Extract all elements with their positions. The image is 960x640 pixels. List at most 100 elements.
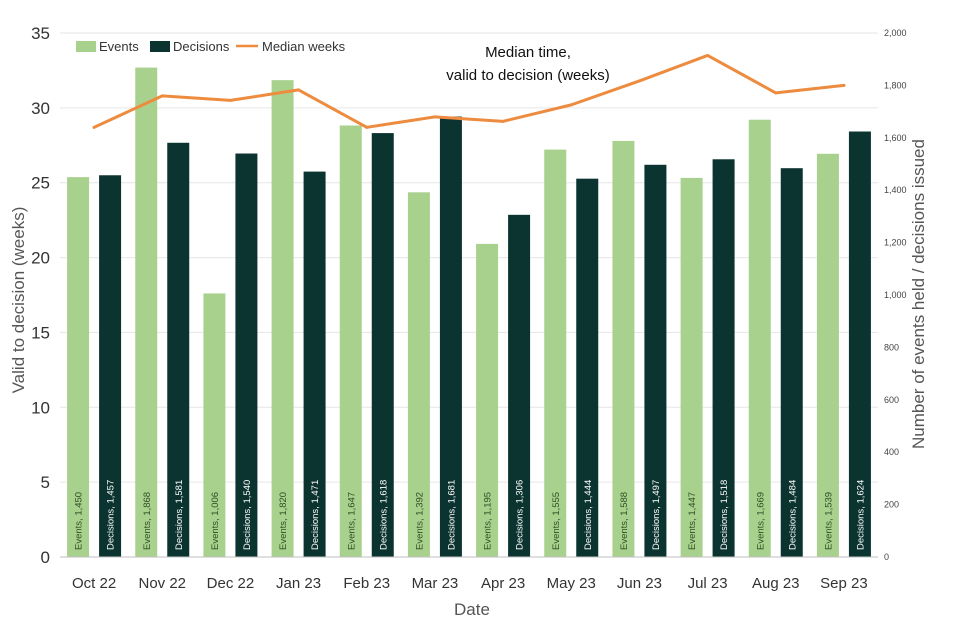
bar-decisions [99,175,122,558]
x-tick-label: May 23 [547,575,596,592]
median-weeks-point [92,125,96,129]
median-weeks-point [297,88,301,92]
gridlines [60,32,878,558]
y2-tick-label: 1,000 [884,290,907,300]
annotation-line-1: Median time, [485,44,571,61]
x-axis-title: Date [454,600,490,619]
median-weeks-point [365,125,369,129]
bar-events [748,119,771,558]
bar-decisions [235,153,258,557]
bar-decisions [167,142,190,557]
bar-label-events: Events, 1,447 [687,492,698,550]
legend: Events Decisions Median weeks [76,39,346,54]
bar-label-decisions: Decisions, 1,581 [174,480,185,550]
x-tick-label: Nov 22 [138,575,186,592]
median-weeks-point [706,53,710,57]
bar-events [135,67,158,558]
bar-events [476,243,499,557]
bar-decisions [303,171,326,557]
bar-decisions [371,133,394,558]
bar-label-events: Events, 1,555 [551,492,562,550]
bar-label-events: Events, 1,588 [619,492,630,550]
bar-label-events: Events, 1,539 [823,492,834,550]
bar-label-events: Events, 1,392 [414,492,425,550]
x-tick-label: Dec 22 [207,575,255,592]
bar-label-decisions: Decisions, 1,624 [855,480,866,550]
bar-label-decisions: Decisions, 1,681 [446,480,457,550]
bar-label-decisions: Decisions, 1,444 [583,480,594,550]
bar-label-events: Events, 1,450 [74,492,85,550]
bars: Events, 1,450 Decisions, 1,457 Events, 1,8… [67,67,871,558]
bar-label-events: Events, 1,868 [142,492,153,550]
bar-label-events: Events, 1,820 [278,492,289,550]
bar-events [680,177,703,558]
median-weeks-point [637,79,641,83]
y-axis-title: Valid to decision (weeks) [9,207,28,394]
bar-label-decisions: Decisions, 1,457 [106,480,117,550]
legend-label-median: Median weeks [262,39,346,54]
legend-label-events: Events [99,39,139,54]
y-tick-label: 35 [31,24,50,43]
bar-label-events: Events, 1,195 [483,492,494,550]
x-tick-label: Jan 23 [276,575,321,592]
x-tick-label: Apr 23 [481,575,525,592]
bar-label-events: Events, 1,006 [210,492,221,550]
y2-tick-label: 1,600 [884,133,907,143]
y-tick-label: 15 [31,323,50,342]
bar-label-events: Events, 1,669 [755,492,766,550]
median-weeks-point [569,103,573,107]
bar-decisions [439,116,462,557]
y-tick-label: 20 [31,249,50,268]
y2-tick-label: 2,000 [884,28,907,38]
x-tick-label: Jun 23 [617,575,662,592]
bar-events [544,149,567,557]
median-weeks-point [501,119,505,123]
median-weeks-point [433,115,437,119]
bar-events [67,177,90,557]
bar-label-decisions: Decisions, 1,540 [242,480,253,550]
bar-decisions [848,131,871,557]
legend-swatch-decisions [150,41,170,52]
bar-events [612,140,635,557]
y2-tick-label: 0 [884,552,889,562]
bar-decisions [508,214,531,557]
axes: 0 5 10 15 20 25 30 35 0 200 400 600 800 1,000 1,200 1,4… [31,24,906,592]
x-tick-label: Feb 23 [343,575,390,592]
bar-label-decisions: Decisions, 1,497 [651,480,662,550]
median-weeks-point [160,94,164,98]
bar-events [271,80,294,557]
y2-tick-label: 1,200 [884,238,907,248]
y2-tick-label: 1,400 [884,185,907,195]
bar-events [407,192,430,557]
median-weeks-line [92,53,846,129]
bar-label-decisions: Decisions, 1,306 [515,480,526,550]
median-weeks-point [842,83,846,87]
legend-label-decisions: Decisions [173,39,230,54]
x-tick-label: Aug 23 [752,575,800,592]
bar-events [816,153,839,558]
bar-label-decisions: Decisions, 1,471 [310,480,321,550]
bar-decisions [712,159,735,557]
bar-label-decisions: Decisions, 1,484 [787,480,798,550]
bar-events [339,125,362,558]
x-tick-label: Jul 23 [688,575,728,592]
y-tick-label: 25 [31,174,50,193]
bar-decisions [576,178,599,557]
annotation-line-2: valid to decision (weeks) [446,67,609,84]
median-weeks-point [228,98,232,102]
bar-decisions [780,168,803,557]
y-tick-label: 30 [31,99,50,118]
y2-tick-label: 600 [884,395,899,405]
bar-events [203,293,226,557]
x-tick-label: Sep 23 [820,575,868,592]
median-line-group [92,53,846,129]
y-tick-label: 0 [41,548,50,567]
y-tick-label: 10 [31,398,50,417]
x-tick-label: Oct 22 [72,575,116,592]
y2-tick-label: 1,800 [884,80,907,90]
y2-tick-label: 400 [884,447,899,457]
y-tick-label: 5 [41,473,50,492]
legend-swatch-events [76,41,96,52]
